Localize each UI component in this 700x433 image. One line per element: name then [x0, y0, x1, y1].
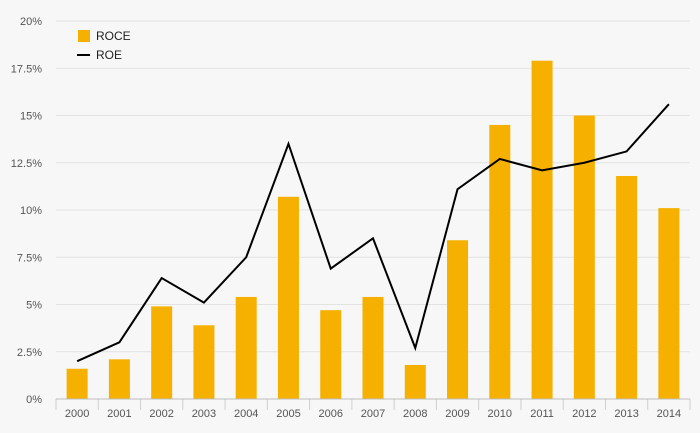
bar-roce [447, 240, 469, 399]
x-tick-label: 2000 [65, 408, 89, 420]
bar-roce [573, 115, 595, 399]
x-tick-label: 2012 [572, 408, 596, 420]
y-tick-label: 0% [26, 394, 42, 406]
x-tick-label: 2014 [657, 408, 681, 420]
x-tick-label: 2008 [403, 408, 427, 420]
x-tick-label: 2006 [318, 408, 342, 420]
y-tick-label: 10% [20, 205, 42, 217]
bar-roce [616, 175, 638, 399]
bar-roce [362, 296, 384, 399]
x-tick-label: 2001 [107, 408, 131, 420]
bar-roce [531, 60, 553, 399]
bar-roce [235, 296, 257, 399]
x-tick-label: 2011 [530, 408, 554, 420]
y-tick-label: 15% [20, 111, 42, 123]
bar-series-roce [66, 60, 680, 399]
bar-roce [151, 306, 173, 399]
y-tick-label: 12.5% [11, 158, 42, 170]
y-tick-label: 2.5% [17, 347, 42, 359]
x-tick-label: 2013 [614, 408, 638, 420]
bar-roce [193, 325, 215, 399]
bar-roce [320, 310, 342, 399]
legend-label-roce: ROCE [96, 29, 131, 43]
y-tick-label: 5% [26, 300, 42, 312]
bar-roce [277, 196, 299, 399]
x-tick-label: 2007 [361, 408, 385, 420]
y-tick-label: 7.5% [17, 252, 42, 264]
x-tick-label: 2009 [445, 408, 469, 420]
x-tick-label: 2005 [276, 408, 300, 420]
bar-roce [404, 364, 426, 399]
x-tick-label: 2002 [149, 408, 173, 420]
bar-roce [489, 124, 511, 399]
legend-label-roe: ROE [96, 48, 122, 62]
x-tick-label: 2010 [488, 408, 512, 420]
x-tick-label: 2004 [234, 408, 258, 420]
legend: ROCE ROE [77, 29, 131, 62]
axes: 0% 2.5% 5% 7.5% 10% 12.5% 15% 17.5% 20% 2000 2001 2… [11, 16, 691, 420]
legend-swatch-roce [78, 30, 90, 42]
y-tick-label: 17.5% [11, 63, 42, 75]
y-tick-label: 20% [20, 16, 42, 28]
line-series-roe [76, 103, 670, 363]
bar-roce [658, 208, 680, 399]
bar-roce [108, 359, 130, 399]
x-tick-label: 2003 [192, 408, 216, 420]
bar-roce [66, 368, 88, 399]
